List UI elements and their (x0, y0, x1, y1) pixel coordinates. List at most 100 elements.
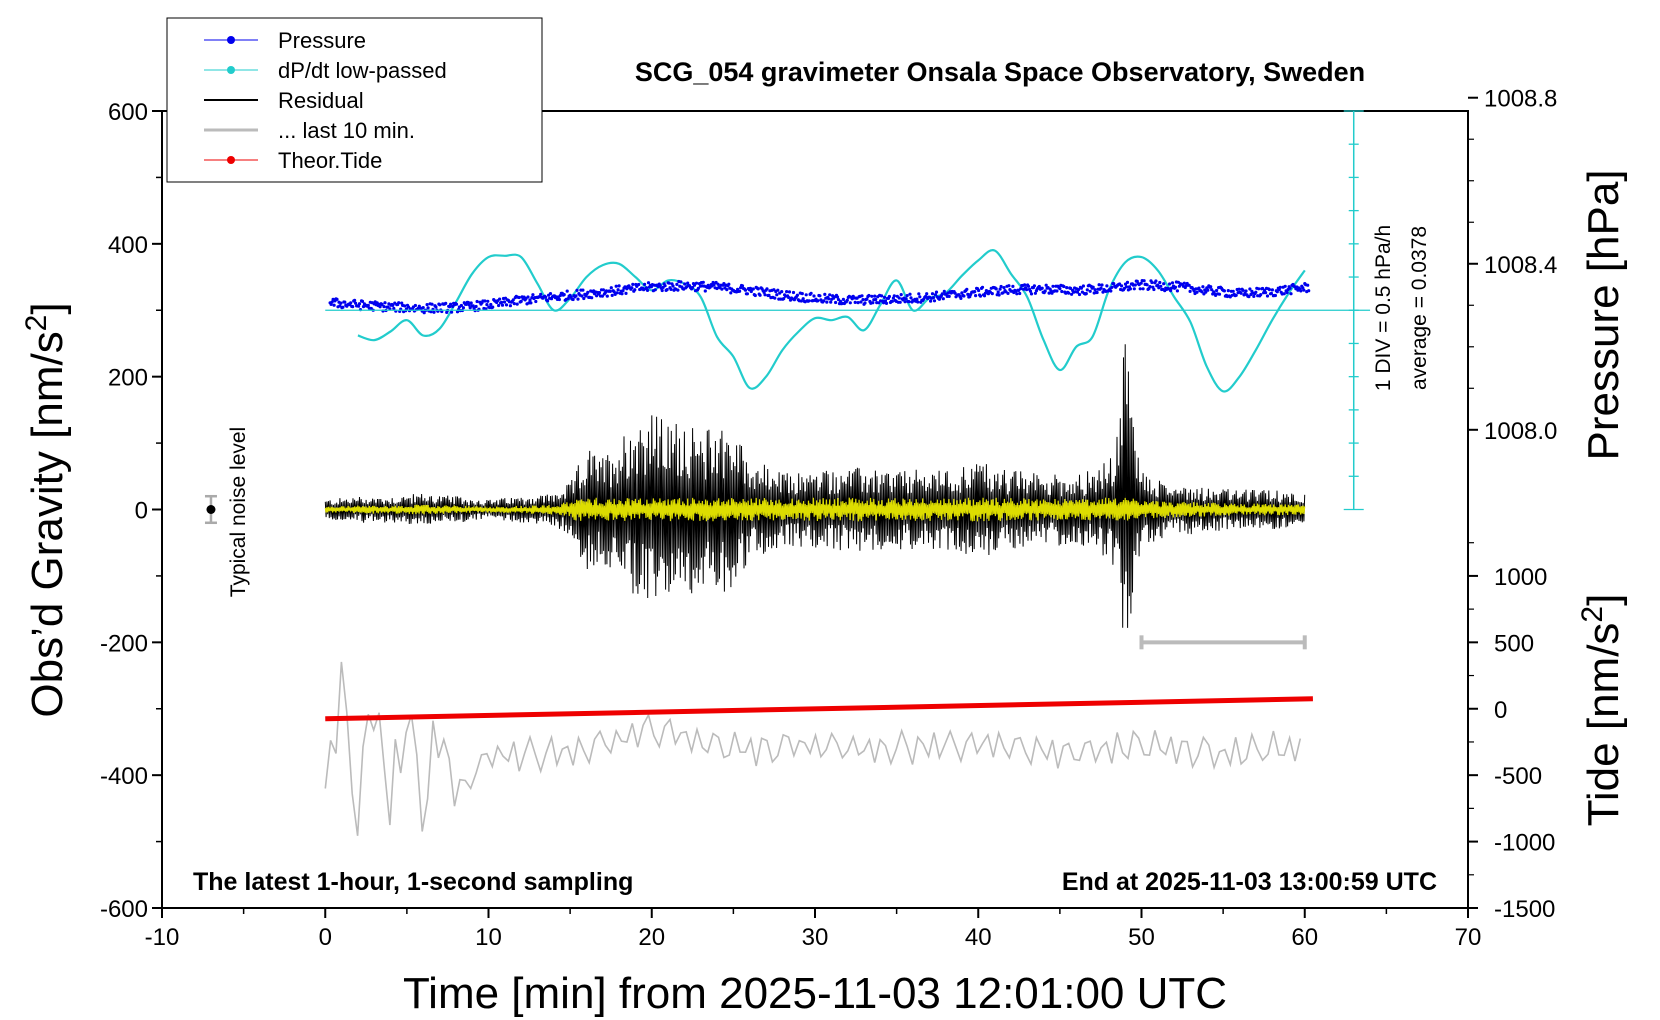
y-tick-label: -200 (100, 630, 148, 657)
pressure-dot (1062, 284, 1066, 289)
pressure-dot (1069, 286, 1073, 290)
pressure-dot (1278, 285, 1282, 289)
pressure-dot (360, 299, 365, 303)
pressure-dot (1209, 285, 1213, 289)
pressure-dot (965, 287, 969, 291)
pressure-dot (834, 300, 838, 305)
pressure-dot (380, 302, 384, 307)
pressure-dot (548, 292, 553, 296)
pressure-dot (812, 294, 816, 298)
pressure-dot (960, 291, 964, 295)
pressure-dot (562, 293, 566, 297)
pressure-dot (413, 303, 417, 308)
filtered-residual-line (324, 497, 1306, 522)
pressure-dot (825, 300, 829, 304)
pressure-dot (1125, 280, 1130, 284)
pressure-dot (1015, 292, 1019, 296)
pressure-dot (467, 303, 471, 307)
pressure-dot (637, 282, 641, 287)
pressure-dot (1028, 289, 1033, 293)
pressure-dot (978, 294, 983, 298)
pressure-dot (1018, 291, 1022, 296)
pressure-dot (865, 297, 869, 301)
last-10-min-line (324, 661, 1302, 836)
pressure-dot (1055, 289, 1059, 293)
pressure-dot (916, 300, 920, 304)
pressure-dot (575, 288, 579, 292)
pressure-dot (466, 300, 470, 305)
pressure-dot (1173, 285, 1178, 289)
pressure-dot (727, 282, 731, 286)
pressure-dot (1081, 284, 1085, 288)
pressure-dot (1307, 289, 1311, 293)
pressure-dot (917, 292, 921, 296)
pressure-dot (582, 296, 586, 301)
pressure-dot (341, 305, 345, 309)
pressure-dot (383, 301, 387, 305)
pressure-dot (1288, 286, 1292, 290)
tide-axis-label: Tide [nm/s2] (1576, 594, 1629, 827)
pressure-dot (1299, 289, 1303, 293)
legend-label: ... last 10 min. (278, 118, 415, 143)
pressure-dot (1226, 289, 1230, 293)
pressure-dot (966, 292, 970, 296)
pressure-dot (1200, 290, 1204, 294)
pressure-dot (775, 293, 779, 297)
y-tick-label: -400 (100, 763, 148, 790)
pressure-dot (1002, 286, 1006, 290)
pressure-dot (1120, 284, 1124, 288)
pressure-dot (1065, 286, 1069, 290)
pressure-dot (982, 294, 987, 298)
pressure-dot (870, 294, 874, 298)
pressure-dot (574, 294, 578, 298)
pressure-dot (799, 299, 803, 303)
pressure-dot (1047, 291, 1051, 295)
pressure-dot (743, 288, 748, 292)
pressure-dot (1093, 288, 1097, 292)
pressure-dot (483, 299, 487, 303)
pressure-dot (1222, 289, 1226, 293)
pressure-dot (1142, 279, 1146, 283)
pressure-dot (980, 285, 985, 289)
pressure-dot (908, 292, 912, 296)
pressure-dot (1076, 288, 1081, 292)
pressure-dot (1085, 288, 1089, 292)
pressure-dot (669, 287, 673, 291)
pressure-dot (1154, 279, 1158, 283)
pressure-dot (720, 287, 724, 291)
pressure-dot (898, 300, 902, 304)
pressure-dot (1152, 287, 1156, 292)
legend-label: Residual (278, 88, 364, 113)
pressure-dot (873, 294, 877, 298)
pressure-dot (1026, 284, 1031, 288)
pressure-dot (1273, 293, 1277, 298)
pressure-dot (1264, 291, 1268, 295)
pressure-dot (758, 293, 762, 297)
pressure-dot (529, 301, 533, 305)
pressure-dot (1079, 286, 1083, 290)
pressure-dot (1019, 287, 1023, 291)
pressure-dot (1033, 291, 1037, 295)
pressure-dot (469, 301, 473, 305)
pressure-dot (692, 283, 697, 287)
pressure-dot (801, 297, 805, 301)
pressure-dot (339, 301, 343, 305)
pressure-dot (1248, 287, 1252, 291)
pressure-dot (623, 285, 627, 289)
pressure-dot (1187, 283, 1191, 287)
x-tick-label: 60 (1291, 924, 1318, 951)
pressure-dot (947, 294, 951, 298)
pressure-dot (576, 297, 580, 301)
pressure-dot (867, 293, 871, 298)
pressure-dot (1037, 284, 1041, 289)
pressure-dot (515, 302, 519, 306)
pressure-dot (1204, 290, 1208, 294)
pressure-dot (860, 294, 864, 298)
div-label: 1 DIV = 0.5 hPa/h (1372, 225, 1395, 391)
end-time-note: End at 2025-11-03 13:00:59 UTC (1062, 868, 1437, 896)
pressure-dot (1001, 291, 1005, 295)
pressure-dot (406, 305, 411, 309)
pressure-dot (1132, 287, 1136, 291)
pressure-dot (491, 305, 495, 309)
